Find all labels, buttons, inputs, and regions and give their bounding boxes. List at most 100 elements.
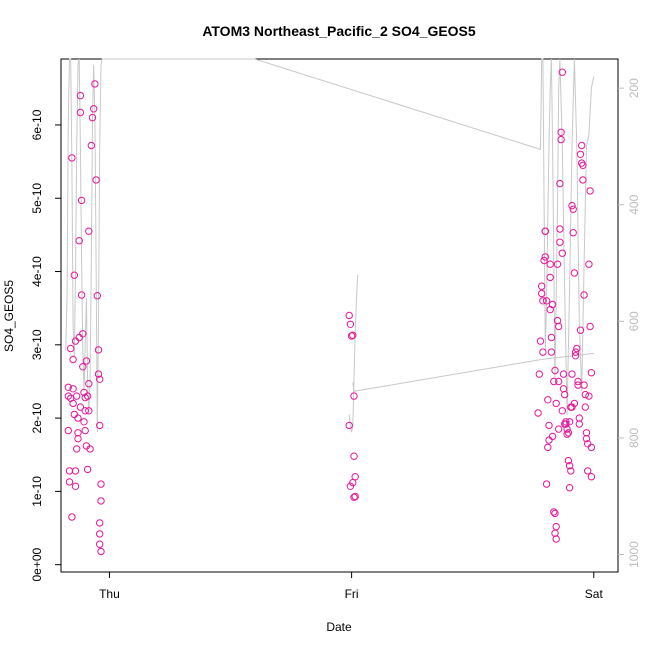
data-point	[70, 410, 79, 419]
x-tick-label: Sat	[585, 587, 604, 601]
data-point	[558, 249, 566, 257]
data-point	[581, 390, 589, 399]
data-point	[96, 421, 104, 430]
data-point	[85, 227, 93, 235]
data-point	[64, 392, 73, 400]
data-point	[551, 509, 559, 518]
data-point	[542, 297, 551, 305]
data-point	[69, 399, 77, 408]
data-point	[574, 377, 582, 386]
data-point	[556, 238, 564, 246]
data-point	[73, 445, 81, 453]
y-tick-label: 1e-10	[30, 476, 44, 507]
data-point	[83, 392, 92, 400]
data-point	[539, 348, 547, 356]
data-point	[573, 344, 581, 353]
x-axis-label: Date	[326, 620, 352, 634]
right-tick-label: 800	[627, 428, 641, 448]
data-point	[544, 396, 552, 404]
data-point	[552, 522, 560, 531]
data-point	[77, 291, 86, 299]
chart-title: ATOM3 Northeast_Pacific_2 SO4_GEOS5	[202, 23, 476, 39]
data-point	[571, 352, 580, 360]
data-point	[584, 467, 592, 475]
data-point	[351, 473, 359, 481]
data-point	[64, 426, 73, 435]
data-point	[540, 256, 548, 265]
data-point	[88, 113, 97, 122]
data-point	[586, 187, 594, 195]
data-point	[559, 370, 568, 378]
data-point	[350, 392, 358, 400]
data-point	[546, 260, 554, 268]
data-point	[550, 377, 558, 386]
data-point	[569, 229, 577, 237]
data-point	[576, 150, 585, 159]
data-point	[552, 399, 560, 408]
data-point	[74, 429, 82, 437]
y-axis-label: SO4_GEOS5	[2, 280, 16, 352]
data-point	[96, 375, 104, 383]
series-line-1	[65, 58, 595, 433]
data-point	[556, 225, 564, 233]
data-point	[561, 420, 569, 428]
data-point	[94, 370, 103, 378]
data-point	[68, 513, 76, 521]
data-point	[582, 429, 591, 437]
plot-layer: Thu Fri Sat 0e+00 1e-10 2e-10 3e-10 4e-10 5e-10 6…	[30, 58, 641, 601]
data-point	[75, 237, 83, 245]
data-point	[79, 363, 87, 371]
data-point	[544, 443, 552, 452]
data-point	[82, 357, 91, 365]
data-point	[585, 260, 593, 268]
x-tick-label: Fri	[345, 587, 359, 601]
data-point	[65, 478, 74, 486]
data-point	[69, 385, 77, 393]
data-point	[579, 161, 587, 170]
plot-frame	[60, 58, 619, 573]
data-point	[546, 273, 554, 282]
data-point	[91, 80, 99, 88]
data-point	[346, 482, 355, 490]
data-point	[580, 291, 588, 299]
data-point	[86, 445, 94, 453]
data-point	[81, 426, 89, 435]
data-point	[561, 390, 569, 399]
data-point	[81, 407, 89, 415]
data-point	[71, 467, 80, 475]
data-point	[97, 547, 105, 556]
data-point	[345, 421, 353, 430]
data-point	[548, 432, 557, 441]
data-point	[94, 346, 103, 354]
data-point	[563, 430, 571, 438]
data-point	[569, 205, 577, 213]
data-point	[538, 289, 546, 298]
data-point	[547, 348, 556, 356]
y-tick-label: 3e-10	[30, 329, 44, 360]
data-point	[64, 383, 73, 391]
data-point	[578, 141, 586, 150]
data-point	[550, 508, 558, 516]
y-tick-label: 0e+00	[30, 547, 44, 581]
data-point	[585, 392, 593, 400]
data-point	[351, 492, 359, 501]
data-point	[557, 135, 565, 144]
right-tick-label: 600	[627, 311, 641, 331]
y-tick-label: 2e-10	[30, 402, 44, 433]
data-point	[79, 330, 87, 338]
data-point	[552, 535, 560, 543]
y-tick-label: 5e-10	[30, 183, 44, 214]
data-point	[71, 482, 80, 490]
data-point	[74, 434, 82, 443]
data-point	[96, 519, 104, 527]
right-tick-label: 1000	[627, 541, 641, 568]
data-point	[74, 414, 82, 422]
data-point	[67, 344, 75, 353]
data-point	[349, 331, 357, 339]
y-tick-label: 4e-10	[30, 256, 44, 287]
data-point	[350, 493, 358, 501]
data-point	[536, 337, 545, 345]
data-point	[535, 370, 543, 378]
data-point	[575, 420, 583, 428]
